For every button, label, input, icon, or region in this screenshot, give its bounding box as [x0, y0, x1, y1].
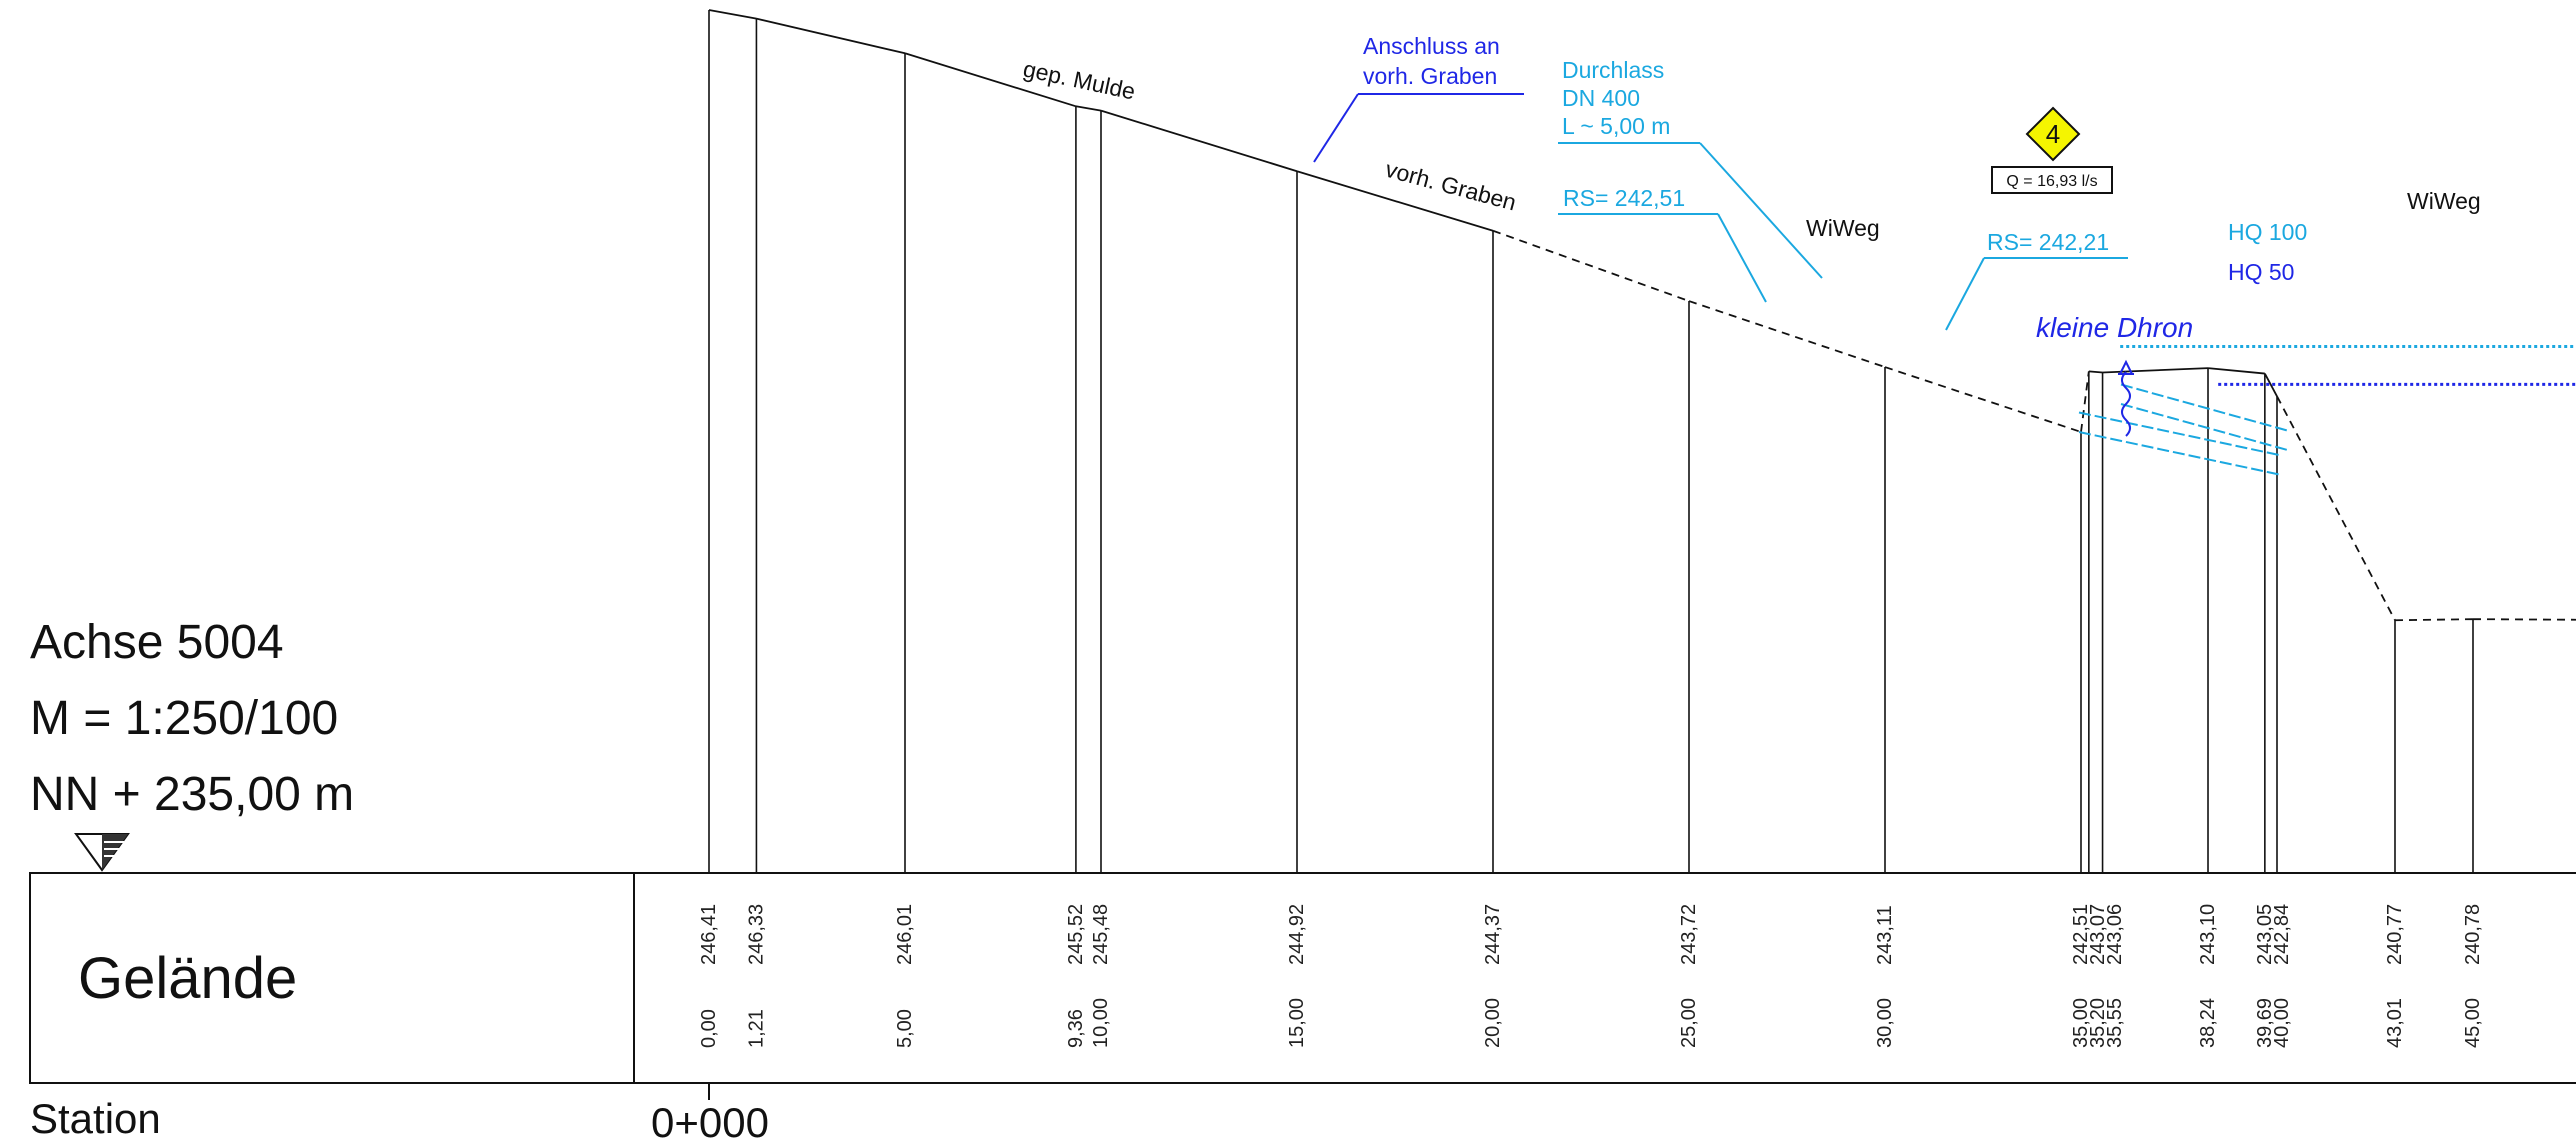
label-rs-right: RS= 242,21	[1987, 229, 2109, 255]
terrain-segment-7	[1688, 300, 1886, 368]
table-elevation-3: 245,52	[1065, 904, 1087, 965]
leader-durchlass	[1699, 142, 1823, 279]
label-wiweg-left: WiWeg	[1806, 215, 1880, 241]
table-elevation-2: 246,01	[894, 904, 916, 965]
water-levels	[2120, 345, 2576, 386]
terrain-segment-5	[1296, 170, 1494, 232]
table-station-3: 9,36	[1065, 1009, 1087, 1048]
table-elevation-7: 243,72	[1678, 904, 1700, 965]
table-elevation-6: 244,37	[1482, 904, 1504, 965]
table-station-8: 30,00	[1874, 998, 1896, 1048]
table-elevation-15: 240,77	[2384, 904, 2406, 965]
table-station-10: 35,20	[2087, 998, 2109, 1048]
table-station-15: 43,01	[2384, 998, 2406, 1048]
table-elevation-10: 243,07	[2087, 904, 2109, 965]
terrain-vertical-lines	[708, 10, 2474, 873]
discharge-value: Q = 16,93 l/s	[2006, 173, 2097, 190]
culvert-line-top-0	[2120, 403, 2290, 452]
table-station-1: 1,21	[745, 1009, 767, 1048]
table-elevation-13: 243,05	[2254, 904, 2276, 965]
label-vorh-graben: vorh. Graben	[1383, 156, 1519, 216]
terrain-segment-12	[2207, 367, 2265, 375]
table-elevation-1: 246,33	[745, 904, 767, 965]
table-station-13: 39,69	[2254, 998, 2276, 1048]
terrain-segment-6	[1492, 229, 1690, 302]
culvert-pipe	[2078, 383, 2290, 476]
terrain-segment-16	[2472, 618, 2576, 621]
table-station-12: 38,24	[2197, 998, 2219, 1048]
flow-direction-icon	[2118, 359, 2134, 437]
table-station-4: 10,00	[1090, 998, 1112, 1048]
scale-label: M = 1:250/100	[30, 692, 338, 745]
label-durchlass-line3: L ~ 5,00 m	[1562, 113, 1670, 139]
label-gep-mulde: gep. Mulde	[1021, 55, 1138, 104]
terrain-profile	[708, 9, 2576, 622]
table-station-2: 5,00	[894, 1009, 916, 1048]
station-label: Station	[30, 1095, 161, 1142]
table-station-16: 45,00	[2462, 998, 2484, 1048]
leader-rs-left	[1717, 213, 1767, 303]
terrain-segment-1	[756, 17, 906, 55]
station-start: 0+000	[651, 1099, 769, 1145]
label-hq100: HQ 100	[2228, 219, 2307, 245]
culvert-line-bottom-0	[2078, 431, 2280, 476]
culvert-line-bottom-1	[2078, 411, 2280, 456]
terrain-segment-3	[1075, 105, 1102, 112]
terrain-segment-8	[1884, 366, 2082, 433]
table-elevation-4: 245,48	[1090, 904, 1112, 965]
terrain-segment-2	[904, 52, 1077, 108]
terrain-segment-14	[2276, 395, 2396, 621]
badge-number: 4	[2046, 119, 2060, 149]
table-station-5: 15,00	[1286, 998, 1308, 1048]
terrain-segment-11	[2102, 367, 2209, 374]
table-elevation-5: 244,92	[1286, 904, 1308, 965]
label-stream-name: kleine Dhron	[2036, 312, 2193, 343]
label-durchlass-line2: DN 400	[1562, 85, 1640, 111]
terrain-segment-9	[2080, 371, 2090, 433]
label-wiweg-right: WiWeg	[2407, 188, 2481, 214]
label-durchlass-line1: Durchlass	[1562, 57, 1664, 83]
table-station-9: 35,00	[2070, 998, 2092, 1048]
terrain-segment-0	[708, 9, 757, 20]
table-station-6: 20,00	[1482, 998, 1504, 1048]
table-row-title: Gelände	[78, 946, 297, 1011]
culvert-line-top-1	[2120, 383, 2290, 432]
table-elevation-0: 246,41	[698, 904, 720, 965]
table-station-14: 40,00	[2271, 998, 2293, 1048]
table-elevation-11: 243,06	[2104, 904, 2126, 965]
label-anschluss-line2: vorh. Graben	[1363, 63, 1497, 89]
leader-rs-right	[1945, 257, 1985, 331]
table-station-7: 25,00	[1678, 998, 1700, 1048]
section-number-badge: 4	[2025, 106, 2081, 162]
terrain-segment-15	[2394, 618, 2474, 622]
label-hq50: HQ 50	[2228, 259, 2294, 285]
terrain-segment-13	[2264, 373, 2278, 397]
table-elevation-14: 242,84	[2271, 904, 2293, 965]
table-values: 246,41 0,00 246,33 1,21 246,01 5,00 245,52 9,36…	[698, 904, 2484, 1048]
table-elevation-12: 243,10	[2197, 904, 2219, 965]
leader-anschluss	[1313, 93, 1359, 163]
data-table: Gelände 246,410,00246,331,21246,015,0024…	[29, 872, 2576, 1084]
discharge-box: Q = 16,93 l/s	[1991, 166, 2113, 194]
table-elevation-9: 242,51	[2070, 904, 2092, 965]
table-elevation-8: 243,11	[1874, 905, 1896, 965]
table-station-0: 0,00	[698, 1009, 720, 1048]
table-station-11: 35,55	[2104, 998, 2126, 1048]
axis-label: Achse 5004	[30, 616, 284, 669]
datum-label: NN + 235,00 m	[30, 768, 354, 821]
label-rs-left: RS= 242,51	[1563, 185, 1685, 211]
table-frame	[29, 872, 2576, 1084]
datum-level-icon	[74, 833, 130, 872]
label-anschluss-line1: Anschluss an	[1363, 33, 1500, 59]
table-elevation-16: 240,78	[2462, 904, 2484, 965]
terrain-segment-10	[2088, 370, 2103, 374]
terrain-segment-4	[1100, 109, 1298, 173]
